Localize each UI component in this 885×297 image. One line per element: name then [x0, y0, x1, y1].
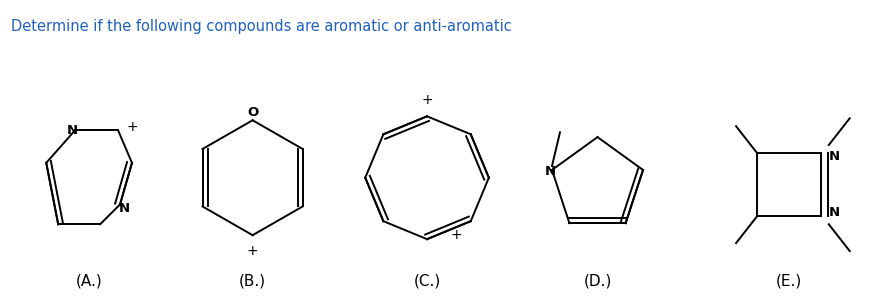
Text: (D.): (D.) [583, 274, 612, 289]
Text: O: O [247, 106, 258, 119]
Text: N: N [829, 150, 841, 163]
Text: N: N [829, 206, 841, 219]
Text: +: + [127, 120, 138, 134]
Text: +: + [247, 244, 258, 258]
Text: (C.): (C.) [413, 274, 441, 289]
Text: Determine if the following compounds are aromatic or anti-aromatic: Determine if the following compounds are… [12, 19, 512, 34]
Text: N: N [119, 202, 129, 215]
Text: N: N [66, 124, 78, 137]
Text: N: N [544, 165, 556, 178]
Text: (E.): (E.) [776, 274, 802, 289]
Text: +: + [451, 228, 463, 242]
Text: (A.): (A.) [76, 274, 103, 289]
Text: (B.): (B.) [239, 274, 266, 289]
Text: +: + [421, 94, 433, 108]
